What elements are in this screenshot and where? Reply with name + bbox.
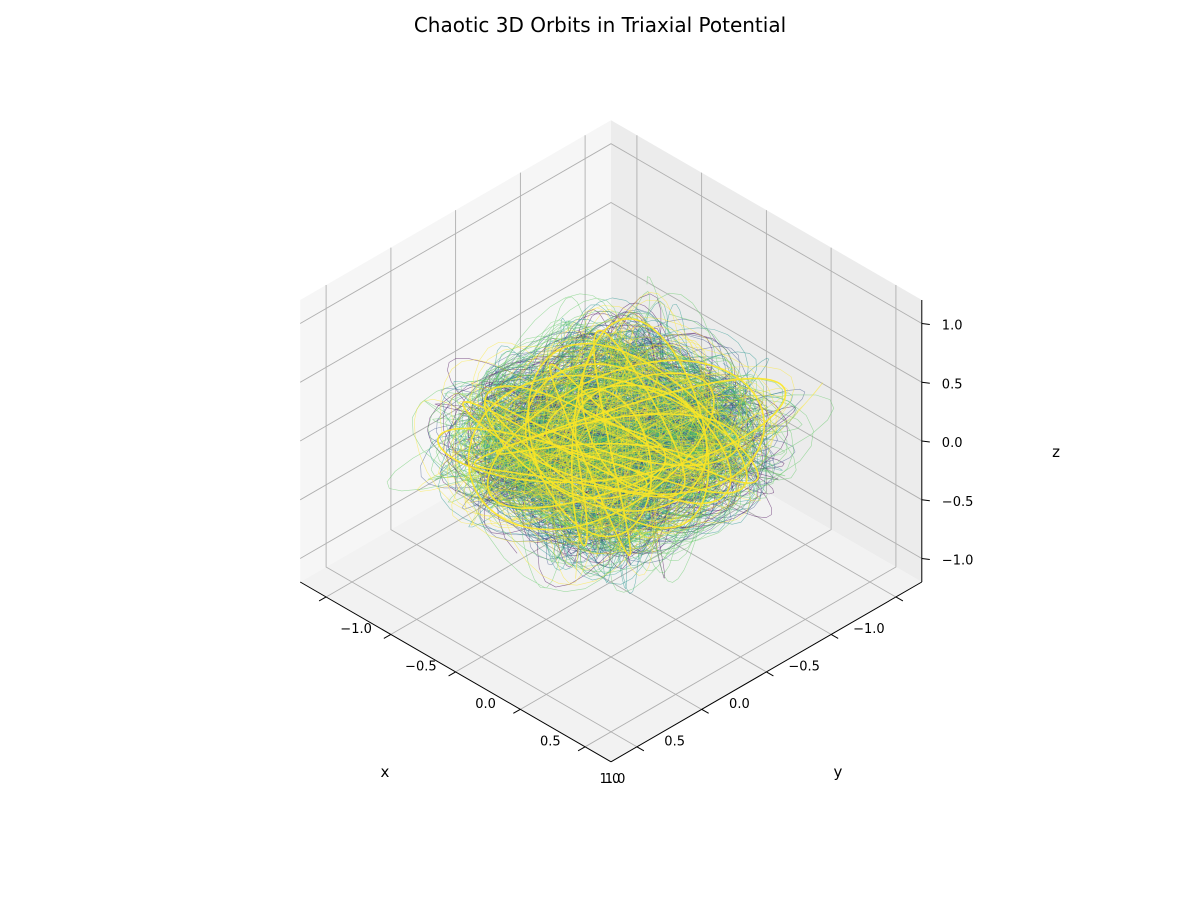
- y-axis-label: y: [834, 763, 843, 781]
- y-tick-label: 0.0: [475, 697, 496, 712]
- y-tick-mark: [383, 634, 392, 639]
- gridline-x: [455, 210, 767, 673]
- y-tick-mark: [448, 671, 456, 677]
- y-tick-label: −0.5: [405, 659, 437, 674]
- tick-labels: 1.00.50.0−0.5−1.0−1.0−0.50.00.51.01.00.5…: [318, 319, 974, 787]
- z-tick-label: 0.0: [942, 436, 963, 451]
- highlight-orbit: [437, 317, 787, 557]
- z-tick-mark: [921, 440, 930, 443]
- z-tick-mark: [921, 499, 930, 502]
- z-tick-label: 1.0: [942, 319, 963, 334]
- x-tick-label: 0.0: [729, 697, 750, 712]
- gridline-z: [299, 201, 923, 383]
- z-tick-label: 0.5: [942, 377, 963, 392]
- z-axis-label: z: [1052, 443, 1060, 461]
- orbit-trajectory: [491, 338, 732, 549]
- x-tick-mark: [636, 746, 645, 752]
- gridline-x: [390, 247, 702, 710]
- y-tick-mark: [318, 596, 327, 602]
- x-tick-mark: [701, 708, 709, 714]
- z-tick-label: −0.5: [942, 495, 974, 510]
- gridline-x: [325, 285, 638, 748]
- x-tick-mark: [895, 596, 904, 602]
- z-tick-mark: [921, 558, 930, 560]
- gridline-y: [455, 210, 767, 673]
- x-tick-label: 0.5: [664, 734, 685, 749]
- gridline-z: [299, 260, 923, 442]
- z-tick-mark: [921, 323, 930, 325]
- x-tick-mark: [830, 634, 839, 639]
- gridline-y: [520, 247, 832, 710]
- x-axis-label: x: [381, 763, 390, 781]
- y-tick-mark: [513, 708, 521, 714]
- y-tick-mark: [577, 746, 586, 752]
- chart-title: Chaotic 3D Orbits in Triaxial Potential: [414, 13, 786, 37]
- z-tick-mark: [921, 381, 930, 384]
- y-tick-label: −1.0: [340, 622, 372, 637]
- orbit-trajectory: [465, 331, 764, 555]
- y-tick-label: 1.0: [605, 772, 626, 787]
- x-tick-label: −0.5: [788, 659, 820, 674]
- gridline-y: [584, 285, 897, 748]
- orbit-trajectory: [427, 323, 803, 553]
- z-tick-label: −1.0: [942, 554, 974, 569]
- x-tick-label: −1.0: [853, 622, 885, 637]
- x-tick-mark: [766, 671, 774, 677]
- orbit-trajectories: [386, 276, 835, 595]
- y-tick-label: 0.5: [540, 734, 561, 749]
- x-tick-label: 1.0: [600, 772, 621, 787]
- gridline-z: [299, 143, 923, 324]
